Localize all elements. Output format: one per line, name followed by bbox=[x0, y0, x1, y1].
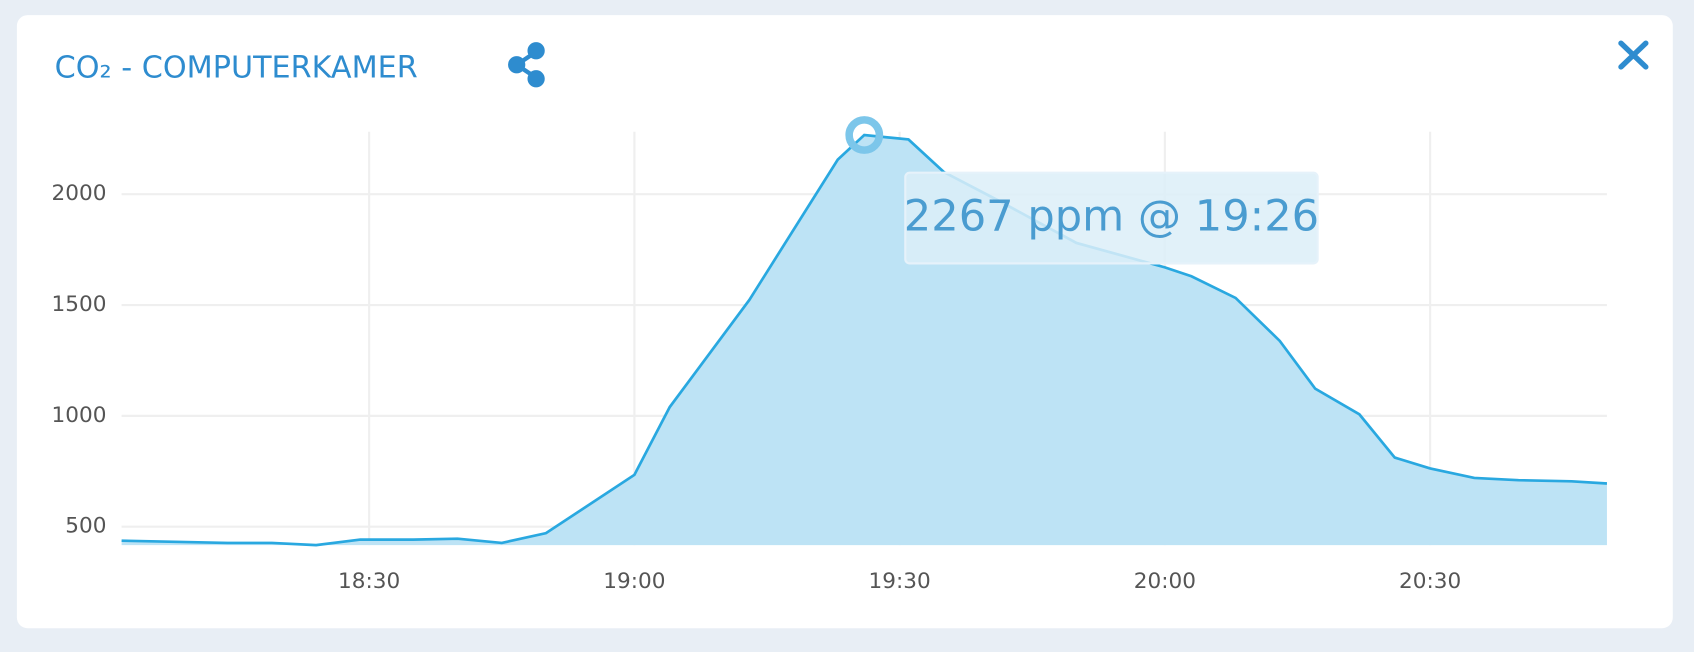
chart-title: CO₂ - COMPUTERKAMER bbox=[55, 51, 418, 86]
x-tick-label: 18:30 bbox=[338, 569, 400, 594]
share-icon[interactable] bbox=[508, 42, 545, 88]
area-fill bbox=[121, 135, 1607, 546]
y-tick-label: 2000 bbox=[52, 181, 107, 206]
x-tick-label: 20:00 bbox=[1134, 569, 1196, 594]
x-tick-label: 19:00 bbox=[603, 569, 665, 594]
y-tick-label: 1500 bbox=[52, 292, 107, 317]
plot: 500 1000 1500 2000 18:30 19:00 19:30 20:00 20:30… bbox=[52, 116, 1608, 594]
tooltip-box bbox=[904, 171, 1319, 265]
y-tick-label: 500 bbox=[65, 514, 106, 539]
y-tick-label: 1000 bbox=[52, 403, 107, 428]
x-tick-label: 19:30 bbox=[869, 569, 931, 594]
line bbox=[121, 133, 1608, 547]
tooltip-text: 2267 ppm @ 19:26 bbox=[904, 192, 1319, 242]
highlight-point bbox=[845, 116, 884, 154]
close-button[interactable] bbox=[1618, 40, 1649, 70]
x-tick-label: 20:30 bbox=[1399, 569, 1461, 594]
